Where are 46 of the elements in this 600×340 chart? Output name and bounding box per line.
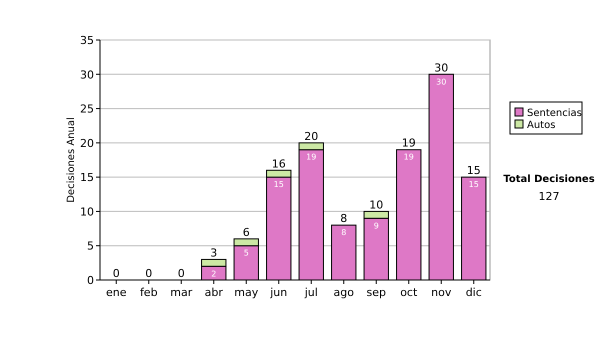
total-label: 19 <box>402 136 416 150</box>
total-label: 0 <box>145 267 152 280</box>
data-label: 19 <box>404 152 414 162</box>
total-label: 10 <box>369 198 384 212</box>
total-label: 30 <box>434 61 448 74</box>
total-label: 15 <box>466 164 481 178</box>
text: 127 <box>538 190 560 203</box>
legend-label: Autos <box>527 120 556 131</box>
data-label: 9 <box>374 221 379 230</box>
total-label: 3 <box>210 246 218 260</box>
data-label: 30 <box>436 77 446 86</box>
x-tick-label: jul <box>304 286 318 299</box>
data-label: 15 <box>468 180 479 190</box>
total-label: 6 <box>242 226 250 239</box>
x-tick-label: dic <box>466 286 482 299</box>
y-axis-title: Decisiones Anual <box>66 117 77 203</box>
total-label: 0 <box>178 267 185 280</box>
data-label: 8 <box>341 228 346 238</box>
total-label: 8 <box>340 212 348 226</box>
data-label: 15 <box>274 180 284 190</box>
data-label: 2 <box>211 269 216 278</box>
x-tick-label: nov <box>431 286 452 299</box>
data-label: 5 <box>244 248 249 258</box>
y-tick-label: 30 <box>80 68 94 82</box>
x-tick-label: mar <box>170 286 193 299</box>
x-tick-label: may <box>234 286 259 299</box>
y-tick-label: 20 <box>80 136 94 150</box>
legend-label: Sentencias <box>527 108 582 119</box>
y-tick-label: 5 <box>87 240 94 253</box>
x-tick-label: ago <box>334 286 354 299</box>
y-tick-label: 25 <box>80 102 94 116</box>
x-tick-label: oct <box>400 286 418 299</box>
y-tick-label: 0 <box>87 274 94 287</box>
total-label: 0 <box>112 267 120 280</box>
x-tick-label: feb <box>140 286 158 299</box>
y-tick-label: 10 <box>80 205 94 218</box>
y-tick-label: 35 <box>80 34 94 47</box>
x-tick-label: jun <box>269 286 288 299</box>
y-tick-label: 15 <box>80 171 94 184</box>
total-label: 16 <box>272 157 286 170</box>
total-label: 20 <box>304 130 318 143</box>
text: Total Decisiones <box>503 174 595 185</box>
x-tick-label: sep <box>366 286 386 299</box>
data-label: 19 <box>306 152 316 162</box>
x-tick-label: abr <box>204 286 224 299</box>
x-tick-label: ene <box>106 286 127 299</box>
